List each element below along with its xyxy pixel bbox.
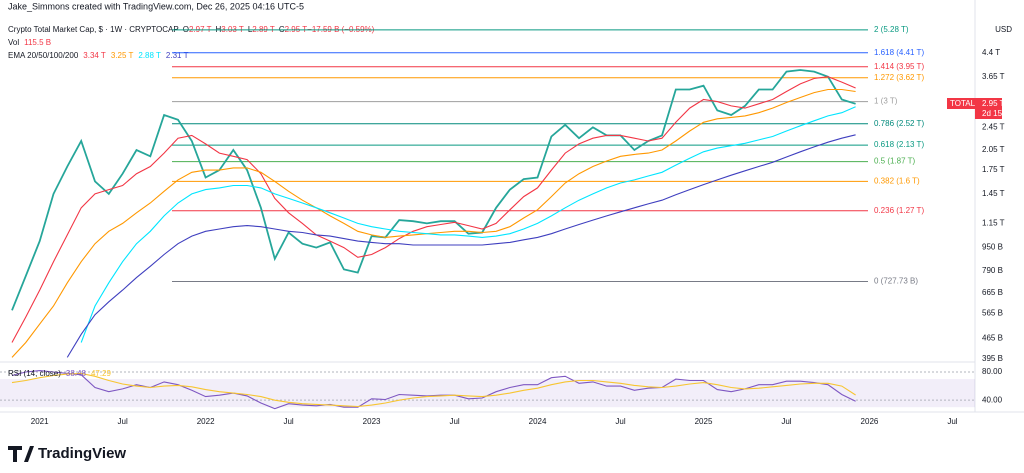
fib-label: 0.786 (2.52 T) — [874, 119, 924, 128]
y-tick-label: 1.45 T — [982, 189, 1005, 198]
symbol: Crypto Total Market Cap, $ · 1W · CRYPTO… — [8, 25, 179, 34]
y-tick-label: 1.15 T — [982, 218, 1005, 227]
y-tick-label: 665 B — [982, 288, 1003, 297]
x-tick-label: Jul — [118, 417, 128, 426]
fib-label: 1.618 (4.41 T) — [874, 48, 924, 57]
x-tick-label: Jul — [781, 417, 791, 426]
y-tick-label: 1.75 T — [982, 165, 1005, 174]
ema-legend: EMA 20/50/100/200 3.34 T 3.25 T 2.88 T 2.31 … — [8, 51, 189, 60]
x-tick-label: 2021 — [31, 417, 49, 426]
x-tick-label: 2026 — [861, 417, 879, 426]
rsi-value: 38.48 — [66, 369, 87, 378]
vol-label: Vol — [8, 38, 19, 47]
x-tick-label: Jul — [947, 417, 957, 426]
ema-label: EMA 20/50/100/200 — [8, 51, 79, 60]
logo: TradingView — [8, 445, 126, 462]
price-tag-price: 2.95 T — [982, 99, 1005, 108]
fib-label: 1.414 (3.95 T) — [874, 62, 924, 71]
x-tick-label: Jul — [615, 417, 625, 426]
countdown: 2d 15h — [982, 109, 1006, 118]
indicator-line — [11, 88, 856, 358]
price-line — [11, 69, 856, 311]
ema-value: 2.88 T — [138, 51, 161, 60]
price-tag: TOTAL 2.95 T 2d 15h — [947, 98, 1006, 119]
y-tick-label: 2.45 T — [982, 122, 1005, 131]
fib-label: 2 (5.28 T) — [874, 25, 909, 34]
ema-value: 3.25 T — [111, 51, 134, 60]
ema-value: 2.31 T — [166, 51, 189, 60]
indicator-line — [11, 370, 856, 410]
y-tick-label: 4.4 T — [982, 48, 1000, 57]
fib-label: 1.272 (3.62 T) — [874, 73, 924, 82]
countdown-box — [975, 109, 1002, 119]
x-tick-label: 2022 — [197, 417, 215, 426]
x-tick-label: Jul — [449, 417, 459, 426]
y-tick-label: 40.00 — [982, 395, 1003, 404]
y-tick-label: 2.05 T — [982, 145, 1005, 154]
currency: USD — [995, 25, 1012, 34]
indicator-line — [66, 134, 856, 358]
volume-legend: Vol 115.5 B — [8, 38, 51, 47]
y-tick-label: 465 B — [982, 333, 1003, 342]
y-tick-label: 395 B — [982, 354, 1003, 363]
y-tick-label: 3.65 T — [982, 72, 1005, 81]
fib-label: 1 (3 T) — [874, 97, 898, 106]
x-tick-label: Jul — [283, 417, 293, 426]
rsi-legend: RSI (14, close) 38.48 47.29 — [8, 369, 112, 378]
fib-label: 0.5 (1.87 T) — [874, 157, 916, 166]
logo-text: TradingView — [38, 445, 126, 462]
y-tick-label: 950 B — [982, 243, 1003, 252]
fib-label: 0.236 (1.27 T) — [874, 206, 924, 215]
x-tick-label: 2023 — [363, 417, 381, 426]
indicator-line — [11, 372, 856, 408]
fib-label: 0.618 (2.13 T) — [874, 140, 924, 149]
vol-value: 115.5 B — [24, 38, 51, 47]
fib-label: 0 (727.73 B) — [874, 277, 918, 286]
price-tag-name: TOTAL — [950, 99, 976, 108]
fib-label: 0.382 (1.6 T) — [874, 177, 920, 186]
rsi-value: 47.29 — [91, 369, 112, 378]
x-tick-label: 2024 — [529, 417, 547, 426]
x-tick-label: 2025 — [695, 417, 713, 426]
ema-value: 3.34 T — [83, 51, 106, 60]
y-tick-label: 565 B — [982, 309, 1003, 318]
author-line: Jake_Simmons created with TradingView.co… — [8, 1, 304, 11]
y-tick-label: 790 B — [982, 266, 1003, 275]
price-tag-box — [947, 98, 1002, 109]
indicator-line — [11, 76, 856, 343]
indicator-line — [80, 106, 856, 343]
rsi-title: RSI (14, close) — [8, 369, 61, 378]
logo-mark — [8, 446, 34, 462]
y-tick-label: 80.00 — [982, 367, 1003, 376]
